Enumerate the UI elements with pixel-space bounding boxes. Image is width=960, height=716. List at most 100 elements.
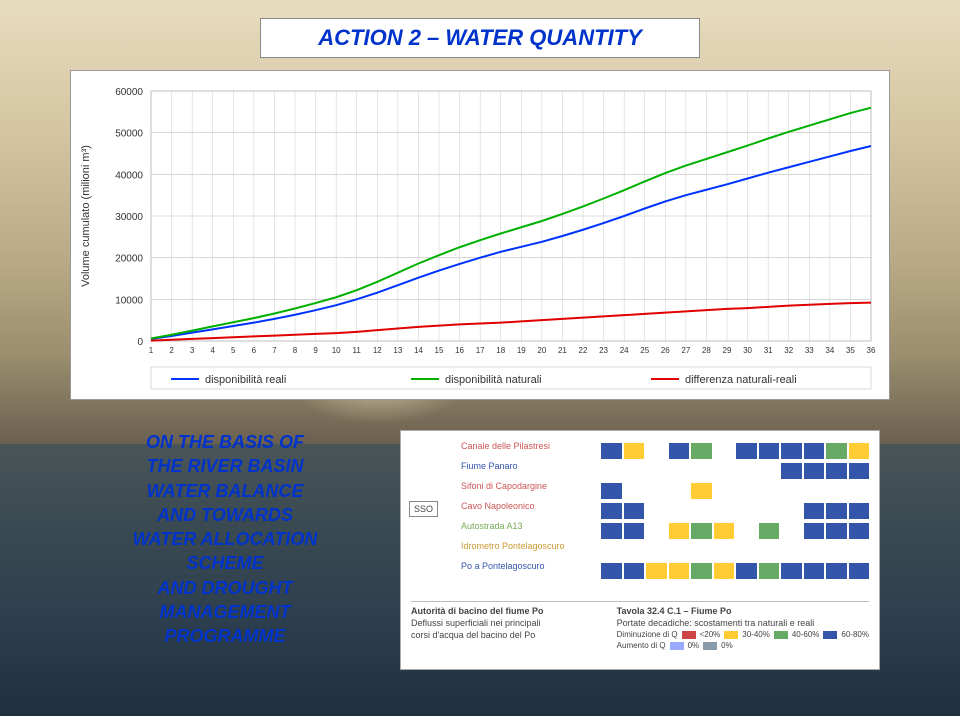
inset-bar-cell: [601, 483, 622, 499]
inset-bar-cell: [849, 563, 870, 579]
svg-text:20: 20: [537, 346, 546, 355]
legend-swatch: [670, 642, 684, 650]
chart-panel: 0100002000030000400005000060000123456789…: [70, 70, 890, 400]
svg-text:20000: 20000: [115, 254, 143, 265]
inset-bar-cell: [826, 523, 847, 539]
inset-bar-cell: [624, 523, 645, 539]
svg-text:22: 22: [579, 346, 588, 355]
basis-text-line: AND TOWARDS: [70, 503, 380, 527]
svg-text:27: 27: [681, 346, 690, 355]
basis-text-line: SCHEME: [70, 551, 380, 575]
svg-text:8: 8: [293, 346, 298, 355]
inset-bar-cell: [624, 503, 645, 519]
inset-bar-cell: [601, 463, 622, 479]
svg-text:disponibilità reali: disponibilità reali: [205, 374, 286, 386]
svg-text:35: 35: [846, 346, 855, 355]
legend-swatch: [823, 631, 837, 639]
inset-bars: [601, 503, 869, 519]
basis-text-line: MANAGEMENT: [70, 600, 380, 624]
inset-bar-cell: [849, 503, 870, 519]
svg-text:31: 31: [764, 346, 773, 355]
inset-bar-cell: [736, 483, 757, 499]
inset-bar-cell: [691, 483, 712, 499]
inset-bar-cell: [714, 563, 735, 579]
inset-bar-cell: [736, 443, 757, 459]
inset-bar-cell: [646, 443, 667, 459]
inset-bar-cell: [691, 443, 712, 459]
svg-text:30: 30: [743, 346, 752, 355]
inset-legend-item: Diminuzione di Q<20%30-40%40-60%60-80%: [617, 630, 869, 639]
inset-row-label: Idrometro Pontelagoscuro: [461, 541, 565, 551]
inset-bar-cell: [826, 503, 847, 519]
inset-bar-cell: [826, 543, 847, 559]
inset-bar-cell: [826, 463, 847, 479]
inset-bar-cell: [759, 563, 780, 579]
inset-bar-cell: [714, 503, 735, 519]
inset-row-label: Fiume Panaro: [461, 461, 518, 471]
legend-swatch: [774, 631, 788, 639]
inset-bar-cell: [601, 523, 622, 539]
svg-text:9: 9: [313, 346, 318, 355]
legend-swatch-label: 30-40%: [742, 630, 770, 639]
inset-bar-cell: [624, 483, 645, 499]
inset-bar-cell: [691, 523, 712, 539]
inset-legend-right-sub: Portate decadiche: scostamenti tra natur…: [617, 618, 869, 628]
inset-legend: Autorità di bacino del fiume PoDeflussi …: [411, 601, 869, 663]
inset-row-label: Po a Pontelagoscuro: [461, 561, 545, 571]
svg-text:50000: 50000: [115, 129, 143, 140]
inset-bar-cell: [601, 543, 622, 559]
svg-text:29: 29: [723, 346, 732, 355]
inset-bar-cell: [714, 463, 735, 479]
basis-text-line: AND DROUGHT: [70, 576, 380, 600]
inset-sso-label: SSO: [409, 501, 438, 517]
svg-text:15: 15: [435, 346, 444, 355]
inset-bar-cell: [736, 463, 757, 479]
inset-row-label: Cavo Napoleonico: [461, 501, 535, 511]
svg-text:40000: 40000: [115, 170, 143, 181]
inset-bar-cell: [849, 523, 870, 539]
inset-row: Canale delle Pilastresi: [401, 441, 879, 461]
inset-legend-right: Tavola 32.4 C.1 – Fiume PoPortate decadi…: [617, 606, 869, 663]
inset-bar-cell: [601, 443, 622, 459]
svg-text:24: 24: [620, 346, 629, 355]
inset-bars: [601, 563, 869, 579]
basis-text-line: WATER BALANCE: [70, 479, 380, 503]
inset-bar-cell: [669, 463, 690, 479]
legend-swatch-label: <20%: [700, 630, 721, 639]
inset-bar-cell: [669, 563, 690, 579]
svg-text:2: 2: [169, 346, 174, 355]
inset-bar-cell: [624, 563, 645, 579]
inset-bar-cell: [646, 463, 667, 479]
svg-text:6: 6: [252, 346, 257, 355]
svg-text:differenza naturali-reali: differenza naturali-reali: [685, 374, 797, 386]
inset-bar-cell: [781, 463, 802, 479]
inset-bar-cell: [714, 443, 735, 459]
inset-bar-cell: [669, 443, 690, 459]
svg-text:36: 36: [867, 346, 876, 355]
svg-text:7: 7: [272, 346, 277, 355]
svg-text:13: 13: [393, 346, 402, 355]
inset-row: Sifoni di Capodargine: [401, 481, 879, 501]
inset-bar-cell: [714, 483, 735, 499]
svg-text:17: 17: [476, 346, 485, 355]
inset-row-label: Sifoni di Capodargine: [461, 481, 547, 491]
inset-bar-cell: [759, 443, 780, 459]
svg-text:21: 21: [558, 346, 567, 355]
svg-text:1: 1: [149, 346, 154, 355]
inset-bar-cell: [691, 503, 712, 519]
svg-text:19: 19: [517, 346, 526, 355]
svg-text:30000: 30000: [115, 212, 143, 223]
svg-text:4: 4: [210, 346, 215, 355]
svg-text:5: 5: [231, 346, 236, 355]
svg-text:60000: 60000: [115, 87, 143, 98]
inset-bar-cell: [849, 463, 870, 479]
inset-bar-cell: [804, 503, 825, 519]
inset-bar-cell: [759, 543, 780, 559]
basis-text: ON THE BASIS OFTHE RIVER BASINWATER BALA…: [70, 430, 380, 649]
svg-text:14: 14: [414, 346, 423, 355]
svg-text:16: 16: [455, 346, 464, 355]
inset-bar-cell: [601, 503, 622, 519]
inset-bar-cell: [804, 563, 825, 579]
inset-row: Autostrada A13: [401, 521, 879, 541]
inset-bar-cell: [691, 563, 712, 579]
